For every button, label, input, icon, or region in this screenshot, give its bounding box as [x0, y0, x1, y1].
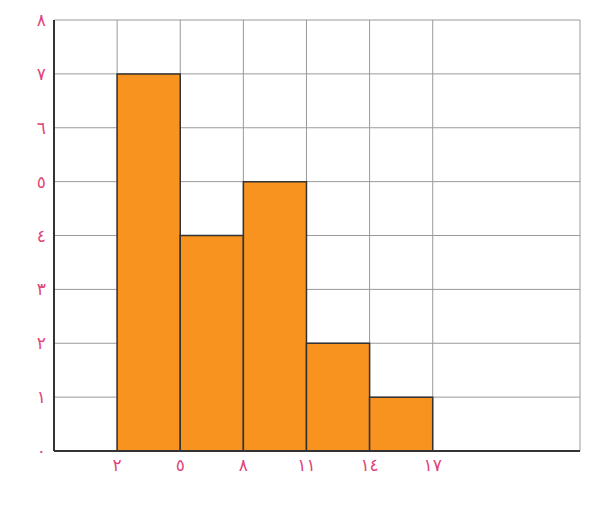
svg-text:٨: ٨ [37, 10, 46, 30]
svg-text:٤: ٤ [37, 226, 46, 246]
svg-text:٥: ٥ [37, 172, 46, 192]
svg-text:٧: ٧ [37, 64, 46, 84]
svg-text:٠: ٠ [37, 441, 46, 461]
svg-text:٨: ٨ [239, 455, 248, 475]
svg-text:٦: ٦ [37, 118, 46, 138]
svg-text:١٤: ١٤ [360, 455, 378, 475]
svg-text:١١: ١١ [297, 455, 315, 475]
svg-text:٥: ٥ [176, 455, 185, 475]
svg-text:٢: ٢ [37, 333, 46, 353]
svg-text:١٧: ١٧ [424, 455, 442, 475]
svg-text:١: ١ [37, 387, 46, 407]
svg-text:٢: ٢ [113, 455, 122, 475]
svg-text:٣: ٣ [37, 279, 46, 299]
